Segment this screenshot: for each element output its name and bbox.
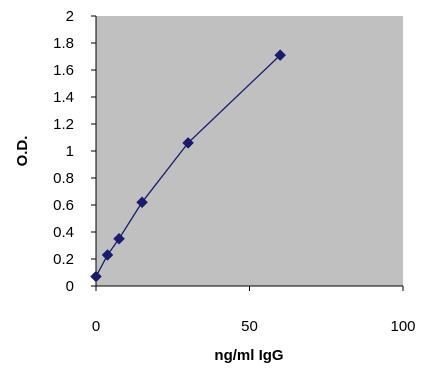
y-tick-label: 1.6 (53, 62, 74, 79)
y-tick-label: 1 (66, 143, 74, 160)
data-point-marker (136, 196, 148, 209)
data-series (90, 49, 287, 283)
y-tick-label: 1.8 (53, 35, 74, 52)
y-axis-title: O.D. (14, 136, 31, 167)
y-tick-label: 0 (66, 278, 74, 295)
x-tick-label: 100 (390, 318, 415, 335)
data-point-marker (101, 249, 114, 261)
x-axis-ticks: 0 50 100 (92, 286, 416, 335)
x-tick-label: 50 (241, 318, 258, 335)
plot-area (96, 16, 403, 286)
y-tick-label: 0.8 (53, 170, 74, 187)
y-tick-label: 0.4 (53, 224, 74, 241)
data-point-marker (113, 232, 125, 245)
y-tick-label: 0.2 (53, 251, 74, 268)
data-point-marker (90, 270, 102, 283)
y-tick-label: 1.4 (53, 89, 74, 106)
y-tick-label: 2 (66, 8, 74, 25)
x-tick-label: 0 (92, 318, 100, 335)
y-tick-label: 0.6 (53, 197, 74, 214)
y-tick-label: 1.2 (53, 116, 74, 133)
data-point-marker (182, 137, 194, 149)
y-axis-ticks: 0 0.2 0.4 0.6 0.8 1 1.2 1.4 1.6 1.8 2 (53, 8, 96, 295)
data-point-marker (274, 49, 287, 62)
x-axis-title: ng/ml IgG (214, 347, 283, 364)
